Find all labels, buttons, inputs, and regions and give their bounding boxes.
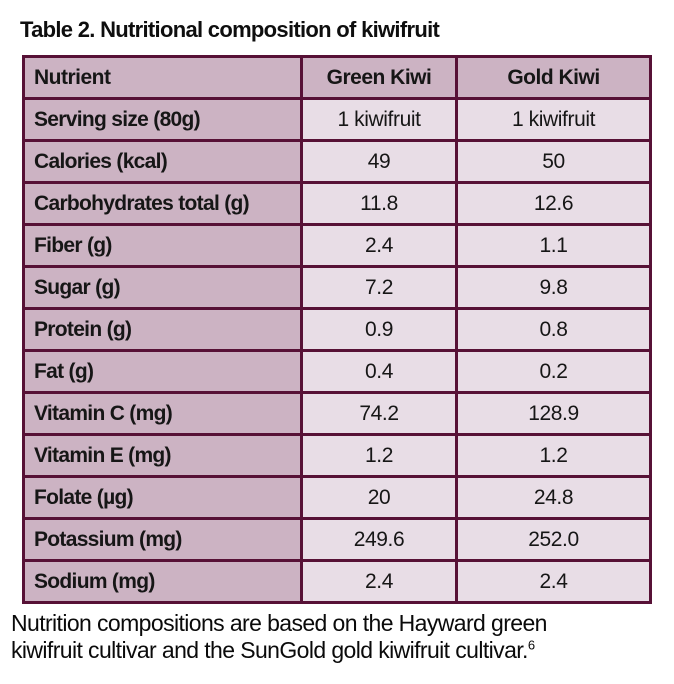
cell-sodium-gold: 2.4 xyxy=(458,562,649,601)
footnote: Nutrition compositions are based on the … xyxy=(11,610,674,664)
cell-sugar-gold: 9.8 xyxy=(458,268,649,307)
footnote-line-1: Nutrition compositions are based on the … xyxy=(11,610,547,636)
footnote-line-2: kiwifruit cultivar and the SunGold gold … xyxy=(11,637,528,663)
table-caption: Table 2. Nutritional composition of kiwi… xyxy=(20,17,440,42)
column-header-green-kiwi: Green Kiwi xyxy=(303,58,455,97)
row-label-fat: Fat (g) xyxy=(25,352,300,391)
row-label-sodium: Sodium (mg) xyxy=(25,562,300,601)
cell-vitamin-e-green: 1.2 xyxy=(303,436,455,475)
cell-sodium-green: 2.4 xyxy=(303,562,455,601)
row-label-calories: Calories (kcal) xyxy=(25,142,300,181)
row-label-protein: Protein (g) xyxy=(25,310,300,349)
row-label-carbohydrates: Carbohydrates total (g) xyxy=(25,184,300,223)
cell-folate-green: 20 xyxy=(303,478,455,517)
cell-fiber-gold: 1.1 xyxy=(458,226,649,265)
cell-protein-gold: 0.8 xyxy=(458,310,649,349)
row-label-folate: Folate (µg) xyxy=(25,478,300,517)
cell-carbohydrates-gold: 12.6 xyxy=(458,184,649,223)
cell-fat-gold: 0.2 xyxy=(458,352,649,391)
cell-protein-green: 0.9 xyxy=(303,310,455,349)
cell-vitamin-e-gold: 1.2 xyxy=(458,436,649,475)
page: Table 2. Nutritional composition of kiwi… xyxy=(0,17,674,664)
row-label-serving-size: Serving size (80g) xyxy=(25,100,300,139)
cell-vitamin-c-green: 74.2 xyxy=(303,394,455,433)
cell-serving-size-gold: 1 kiwifruit xyxy=(458,100,649,139)
cell-vitamin-c-gold: 128.9 xyxy=(458,394,649,433)
cell-potassium-green: 249.6 xyxy=(303,520,455,559)
cell-calories-green: 49 xyxy=(303,142,455,181)
cell-fat-green: 0.4 xyxy=(303,352,455,391)
nutrition-table: Nutrient Green Kiwi Gold Kiwi Serving si… xyxy=(22,55,652,604)
cell-serving-size-green: 1 kiwifruit xyxy=(303,100,455,139)
column-header-nutrient: Nutrient xyxy=(25,58,300,97)
row-label-vitamin-c: Vitamin C (mg) xyxy=(25,394,300,433)
row-label-vitamin-e: Vitamin E (mg) xyxy=(25,436,300,475)
cell-potassium-gold: 252.0 xyxy=(458,520,649,559)
row-label-fiber: Fiber (g) xyxy=(25,226,300,265)
cell-folate-gold: 24.8 xyxy=(458,478,649,517)
cell-calories-gold: 50 xyxy=(458,142,649,181)
column-header-gold-kiwi: Gold Kiwi xyxy=(458,58,649,97)
cell-carbohydrates-green: 11.8 xyxy=(303,184,455,223)
footnote-reference: 6 xyxy=(527,637,535,653)
cell-sugar-green: 7.2 xyxy=(303,268,455,307)
row-label-sugar: Sugar (g) xyxy=(25,268,300,307)
cell-fiber-green: 2.4 xyxy=(303,226,455,265)
row-label-potassium: Potassium (mg) xyxy=(25,520,300,559)
